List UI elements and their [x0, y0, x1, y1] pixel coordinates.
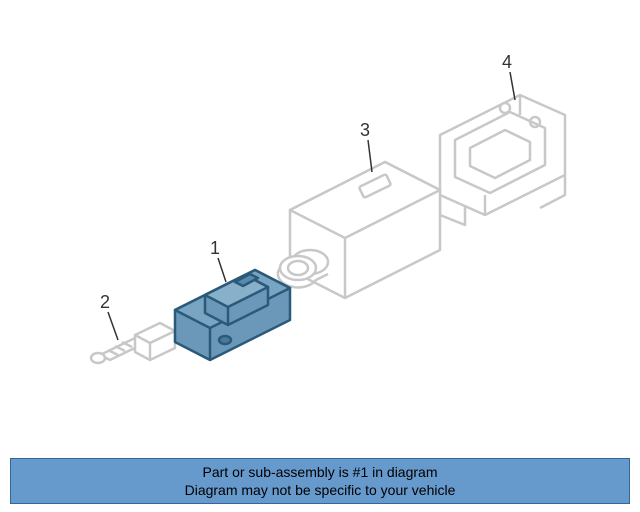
leader-line-3: [368, 140, 372, 172]
part-2-valve-stem: [91, 323, 175, 363]
caption-line-2: Diagram may not be specific to your vehi…: [11, 481, 629, 499]
callout-label-1: 1: [210, 238, 220, 259]
part-1-sensor-highlighted: [175, 270, 290, 360]
part-3-module: [278, 162, 440, 298]
part-4-bracket: [440, 95, 565, 225]
caption-line-1: Part or sub-assembly is #1 in diagram: [11, 463, 629, 481]
caption-bar: Part or sub-assembly is #1 in diagram Di…: [10, 458, 630, 504]
parts-diagram: 1 2 3 4: [0, 0, 640, 460]
callout-label-2: 2: [100, 292, 110, 313]
leader-line-2: [108, 312, 118, 340]
callout-label-3: 3: [360, 120, 370, 141]
leader-line-1: [218, 258, 226, 282]
diagram-svg: [0, 0, 640, 460]
leader-line-4: [510, 72, 515, 100]
callout-label-4: 4: [502, 52, 512, 73]
